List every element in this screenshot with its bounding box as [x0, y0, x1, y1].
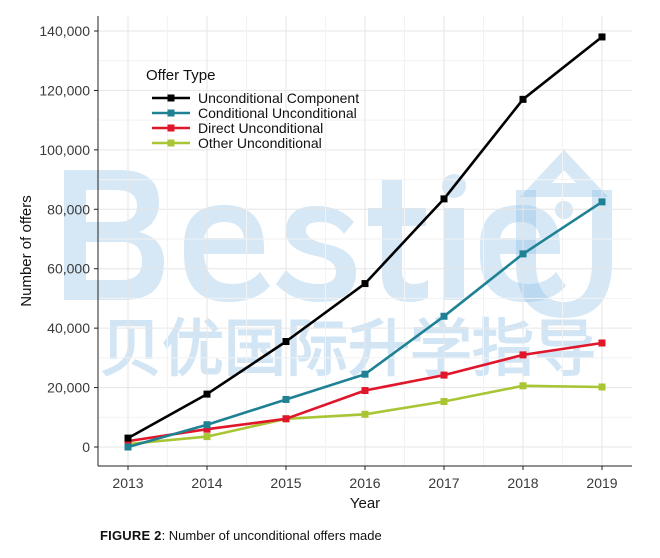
caption-text: Number of unconditional offers made — [168, 528, 382, 543]
data-point — [203, 425, 211, 433]
legend-swatch-marker — [167, 139, 175, 147]
x-axis-title: Year — [350, 495, 380, 512]
y-tick-label: 100,000 — [39, 142, 90, 158]
series-direct-unconditional — [124, 339, 606, 445]
x-tick-label: 2014 — [191, 475, 222, 491]
x-tick-label: 2017 — [428, 475, 459, 491]
data-point — [203, 421, 211, 429]
data-point — [519, 95, 527, 103]
data-point — [361, 280, 369, 288]
y-tick-label: 120,000 — [39, 82, 90, 98]
data-point — [519, 382, 527, 390]
y-tick-label: 60,000 — [47, 261, 90, 277]
data-point — [519, 250, 527, 258]
x-tick-label: 2013 — [112, 475, 143, 491]
y-tick-label: 20,000 — [47, 380, 90, 396]
y-tick-label: 80,000 — [47, 201, 90, 217]
data-point — [203, 433, 211, 441]
legend: Offer Type Unconditional ComponentConditi… — [146, 67, 359, 151]
x-tick-label: 2019 — [586, 475, 617, 491]
y-axis-title: Number of offers — [18, 195, 35, 306]
data-point — [440, 398, 448, 406]
legend-swatch-marker — [167, 109, 175, 117]
data-point — [282, 395, 290, 403]
legend-swatch-marker — [167, 94, 175, 102]
y-tick-label: 40,000 — [47, 320, 90, 336]
axes: 0 20,000 40,000 60,000 80,000 100,000 120,000 1… — [18, 16, 632, 512]
legend-label: Unconditional Component — [198, 90, 359, 106]
data-point — [598, 33, 606, 41]
data-point — [598, 198, 606, 206]
watermark-chinese: 贝优国际升学指导 — [100, 312, 596, 385]
legend-label: Other Unconditional — [198, 135, 322, 151]
legend-item: Other Unconditional — [152, 135, 322, 151]
y-tick-label: 140,000 — [39, 23, 90, 39]
caption-separator: : — [161, 528, 169, 543]
legend-item: Conditional Unconditional — [152, 105, 357, 121]
data-point — [124, 434, 132, 442]
data-point — [282, 338, 290, 346]
data-point — [361, 410, 369, 418]
legend-label: Direct Unconditional — [198, 120, 323, 136]
grid — [98, 16, 632, 466]
data-point — [440, 312, 448, 320]
series-unconditional-component — [124, 33, 606, 442]
x-tick-label: 2015 — [270, 475, 301, 491]
legend-swatch-marker — [167, 124, 175, 132]
data-point — [440, 371, 448, 379]
data-point — [361, 370, 369, 378]
watermark: 贝优国际升学指导 — [64, 149, 612, 385]
figure-caption: FIGURE 2: Number of unconditional offers… — [100, 528, 382, 543]
x-tick-label: 2016 — [349, 475, 380, 491]
data-point — [124, 443, 132, 451]
data-point — [598, 339, 606, 347]
data-point — [440, 195, 448, 203]
x-tick-label: 2018 — [507, 475, 538, 491]
data-point — [519, 351, 527, 359]
legend-title: Offer Type — [146, 67, 216, 84]
data-point — [361, 387, 369, 395]
data-point — [598, 383, 606, 391]
legend-item: Direct Unconditional — [152, 120, 323, 136]
caption-label: FIGURE 2 — [100, 528, 162, 543]
data-point — [282, 415, 290, 423]
series-group — [124, 33, 606, 451]
legend-item: Unconditional Component — [152, 90, 359, 106]
legend-label: Conditional Unconditional — [198, 105, 357, 121]
y-tick-label: 0 — [82, 439, 90, 455]
data-point — [203, 390, 211, 398]
series-conditional-unconditional — [124, 198, 606, 451]
